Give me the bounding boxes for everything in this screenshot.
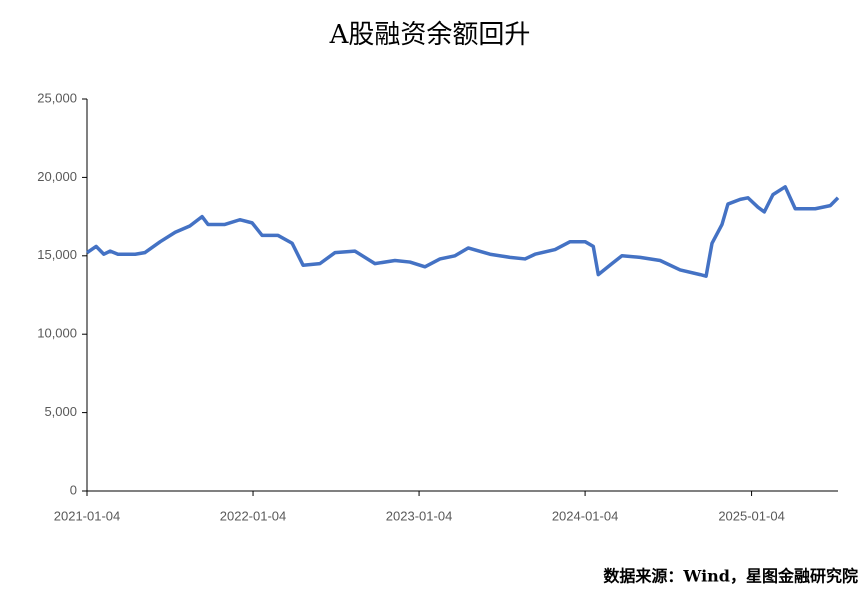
x-tick-label: 2025-01-04 <box>718 508 785 523</box>
data-line <box>86 185 840 278</box>
x-tick-label: 2024-01-04 <box>552 508 619 523</box>
source-note: 数据来源：Wind，星图金融研究院 <box>603 567 858 586</box>
x-tick-label: 2023-01-04 <box>386 508 453 523</box>
y-tick-label: 15,000 <box>37 247 77 262</box>
y-tick-label: 10,000 <box>37 326 77 341</box>
y-tick-label: 5,000 <box>44 404 77 419</box>
x-tick-label: 2021-01-04 <box>54 508 121 523</box>
y-tick-label: 25,000 <box>37 90 77 105</box>
x-tick-label: 2022-01-04 <box>220 508 287 523</box>
chart-title: A股融资余额回升 <box>329 20 531 50</box>
y-tick-label: 0 <box>70 482 77 497</box>
y-tick-label: 20,000 <box>37 169 77 184</box>
